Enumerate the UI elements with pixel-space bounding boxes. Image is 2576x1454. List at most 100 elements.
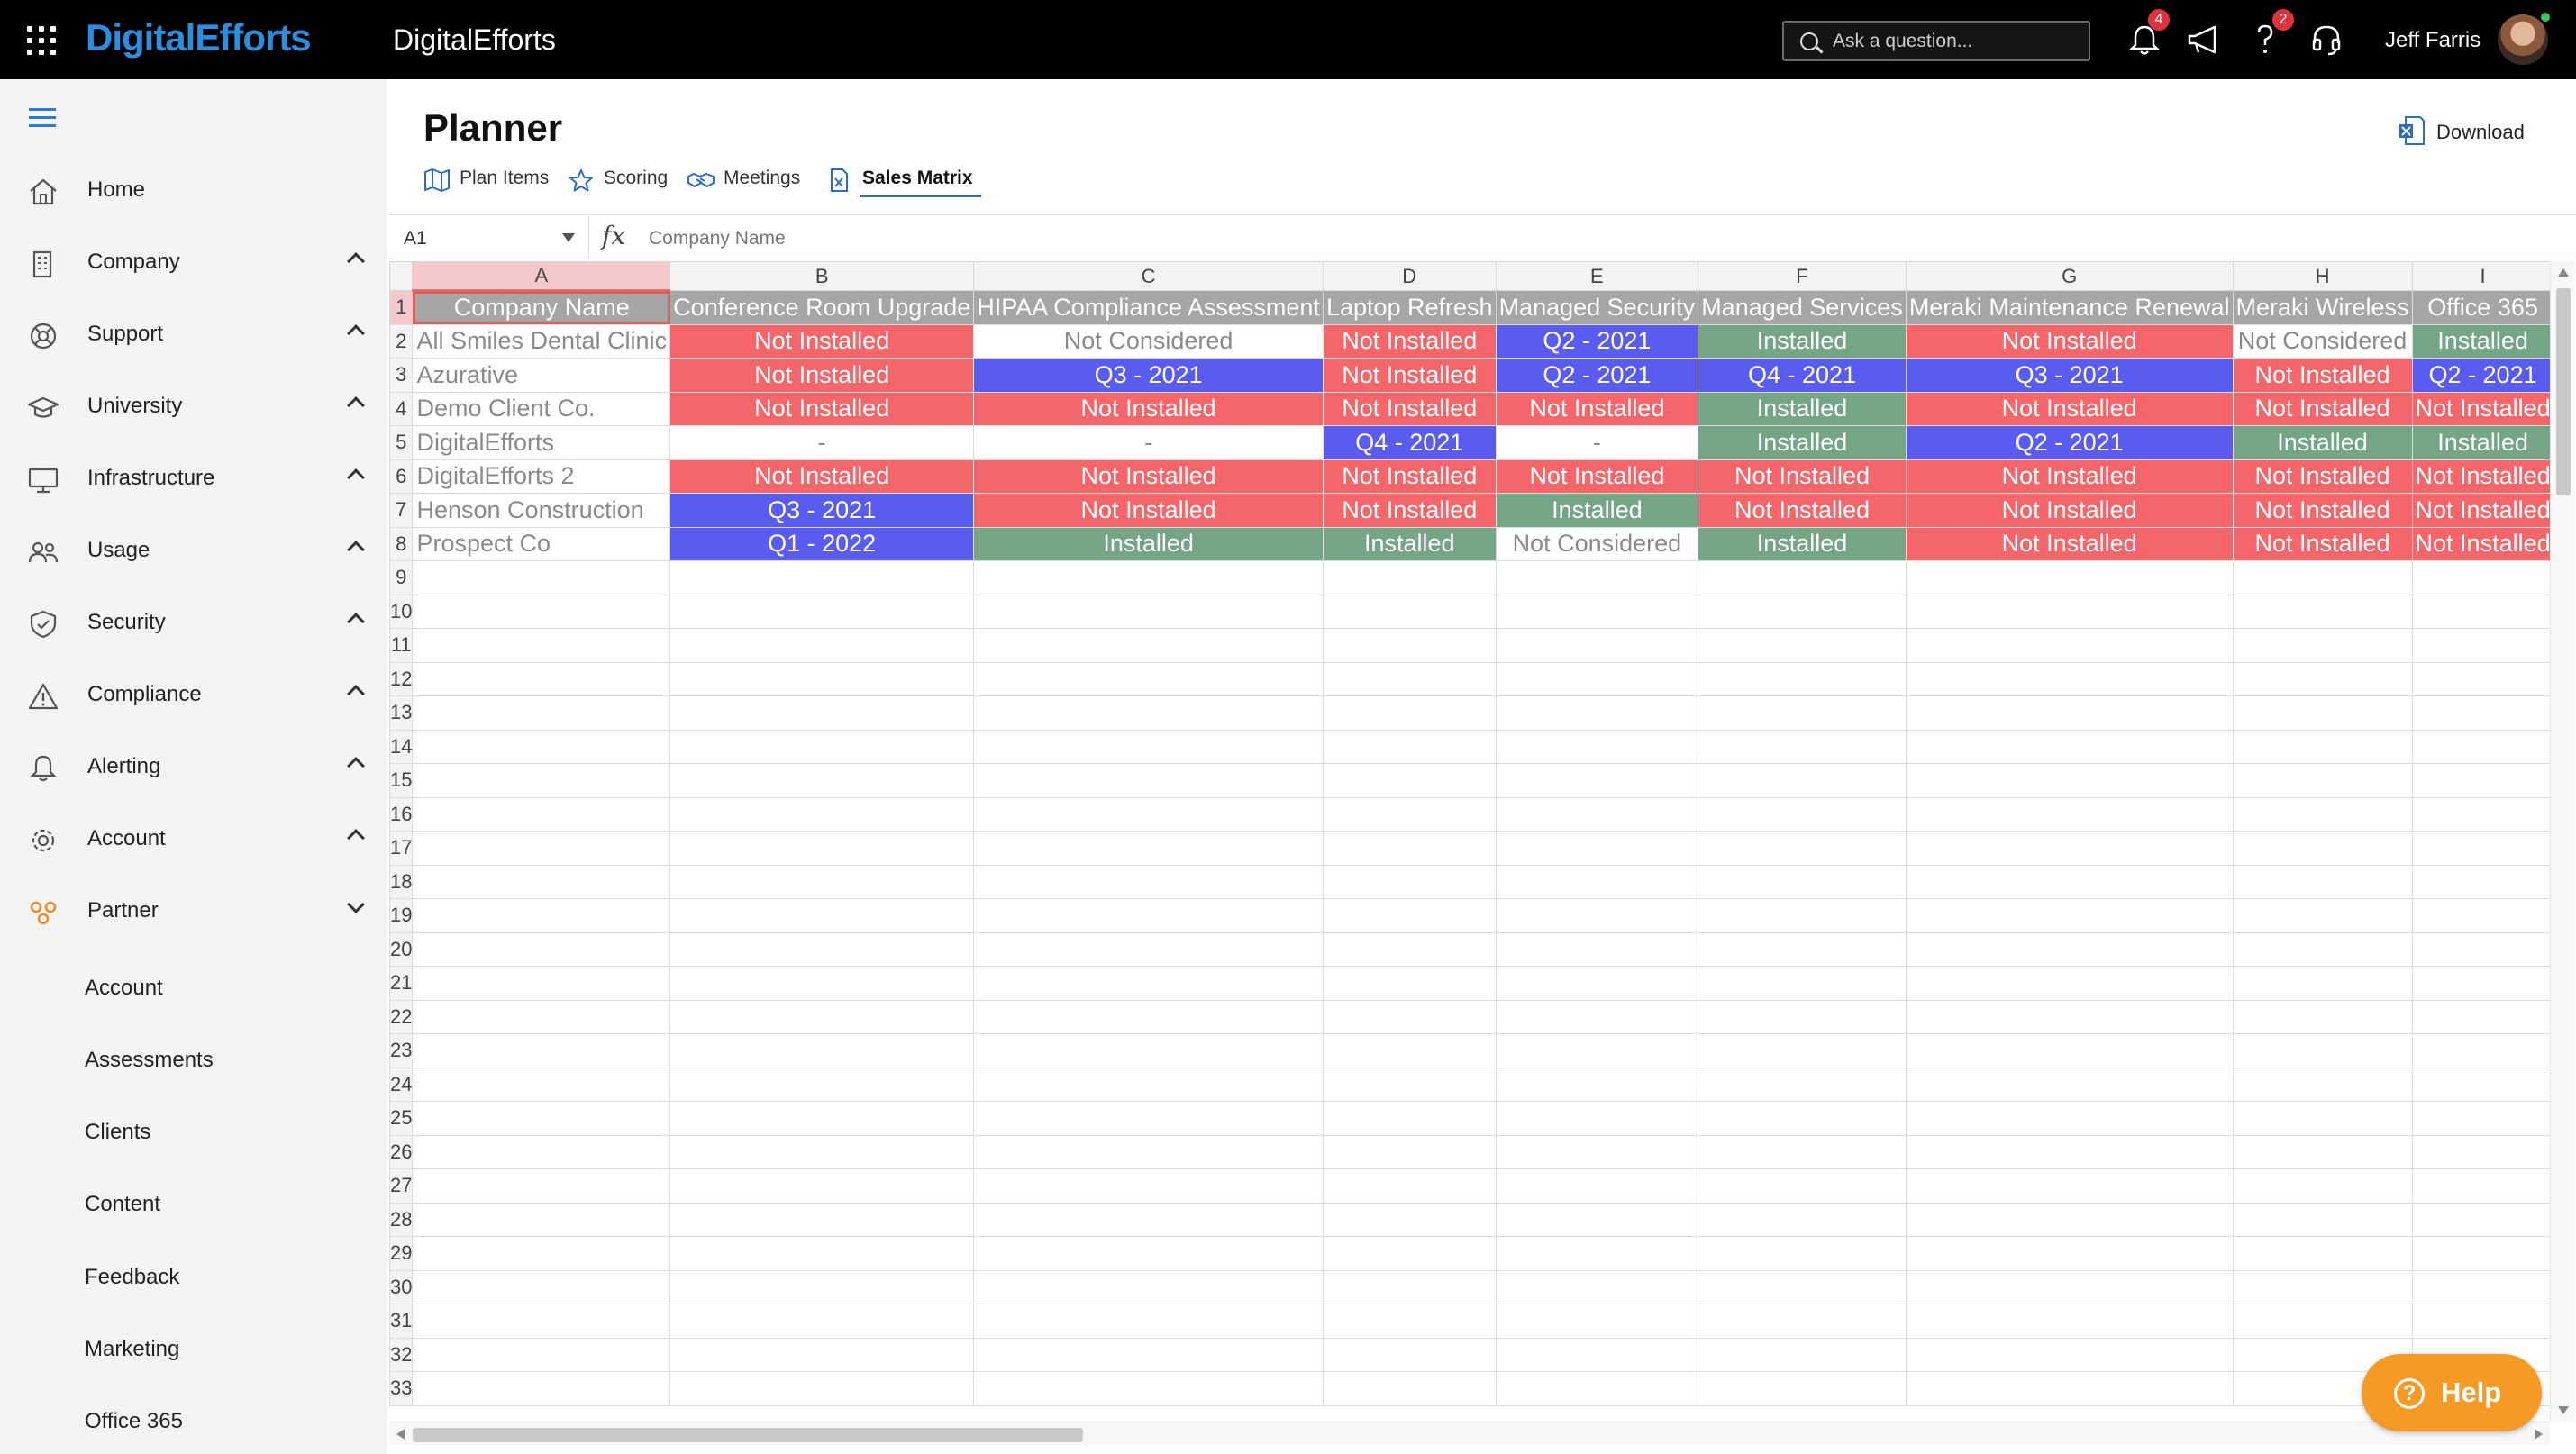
empty-cell[interactable] — [1322, 661, 1497, 696]
empty-cell[interactable] — [2411, 1101, 2550, 1136]
scroll-up-icon[interactable] — [2558, 268, 2569, 277]
empty-cell[interactable] — [2232, 831, 2413, 866]
empty-cell[interactable] — [669, 864, 975, 899]
announcements-button[interactable] — [2184, 20, 2224, 59]
status-cell[interactable]: Installed — [2232, 425, 2413, 460]
empty-cell[interactable] — [973, 931, 1324, 967]
status-cell[interactable]: Not Installed — [2232, 358, 2413, 393]
empty-cell[interactable] — [973, 1101, 1324, 1136]
empty-cell[interactable] — [2411, 1269, 2550, 1304]
status-cell[interactable]: Not Installed — [1905, 391, 2234, 426]
status-cell[interactable]: Not Installed — [669, 323, 975, 359]
empty-cell[interactable] — [1905, 966, 2234, 1001]
empty-cell[interactable] — [669, 898, 975, 933]
empty-cell[interactable] — [2232, 628, 2413, 663]
header-cell[interactable]: Company Name — [412, 290, 671, 325]
empty-cell[interactable] — [1495, 796, 1699, 832]
empty-cell[interactable] — [1698, 628, 1907, 663]
empty-cell[interactable] — [973, 763, 1324, 798]
empty-cell[interactable] — [1495, 729, 1699, 764]
empty-cell[interactable] — [1905, 898, 2234, 933]
company-cell[interactable]: Demo Client Co. — [412, 391, 671, 426]
status-cell[interactable]: Installed — [1698, 526, 1907, 561]
empty-cell[interactable] — [412, 661, 671, 696]
status-cell[interactable]: Installed — [973, 526, 1324, 561]
chevron-up-icon[interactable] — [347, 468, 365, 486]
empty-cell[interactable] — [412, 966, 671, 1001]
empty-cell[interactable] — [412, 1067, 671, 1102]
sidebar-subitem-marketing[interactable]: Marketing — [85, 1337, 180, 1361]
empty-cell[interactable] — [669, 1168, 975, 1204]
empty-cell[interactable] — [1905, 1269, 2234, 1304]
row-header[interactable]: 28 — [389, 1202, 414, 1237]
empty-cell[interactable] — [669, 831, 975, 866]
status-cell[interactable]: Not Installed — [1905, 526, 2234, 561]
avatar[interactable] — [2498, 14, 2548, 65]
empty-cell[interactable] — [2411, 931, 2550, 967]
empty-cell[interactable] — [412, 1168, 671, 1204]
status-cell[interactable]: Installed — [2411, 323, 2550, 359]
status-cell[interactable]: Not Installed — [1495, 459, 1699, 494]
empty-cell[interactable] — [1495, 560, 1699, 595]
empty-cell[interactable] — [1698, 1134, 1907, 1169]
empty-cell[interactable] — [1495, 695, 1699, 731]
empty-cell[interactable] — [2411, 1236, 2550, 1271]
chevron-up-icon[interactable] — [347, 324, 365, 342]
empty-cell[interactable] — [1495, 1202, 1699, 1237]
sidebar-item-support[interactable]: Support — [0, 300, 387, 372]
scroll-left-icon[interactable] — [396, 1429, 405, 1440]
status-cell[interactable]: Not Installed — [669, 459, 975, 494]
empty-cell[interactable] — [669, 729, 975, 764]
empty-cell[interactable] — [669, 661, 975, 696]
empty-cell[interactable] — [1322, 1236, 1497, 1271]
tab-plan-items[interactable]: Plan Items — [423, 165, 559, 201]
empty-cell[interactable] — [2232, 999, 2413, 1034]
status-cell[interactable]: Q3 - 2021 — [669, 493, 975, 528]
empty-cell[interactable] — [1495, 831, 1699, 866]
column-header[interactable]: G — [1905, 261, 2234, 291]
status-cell[interactable]: Not Considered — [2232, 323, 2413, 359]
status-cell[interactable]: Not Installed — [2411, 459, 2550, 494]
company-cell[interactable]: Azurative — [412, 358, 671, 393]
empty-cell[interactable] — [1905, 628, 2234, 663]
empty-cell[interactable] — [1698, 1202, 1907, 1237]
empty-cell[interactable] — [1905, 1134, 2234, 1169]
support-button[interactable] — [2307, 20, 2346, 59]
row-header[interactable]: 31 — [389, 1304, 414, 1339]
empty-cell[interactable] — [1322, 1033, 1497, 1068]
help-button[interactable]: ? Help — [2362, 1354, 2542, 1431]
empty-cell[interactable] — [973, 1304, 1324, 1339]
empty-cell[interactable] — [1905, 931, 2234, 967]
status-cell[interactable]: Not Installed — [973, 493, 1324, 528]
brand-logo[interactable]: DigitalEfforts — [86, 16, 312, 59]
row-header[interactable]: 13 — [389, 695, 414, 731]
status-cell[interactable]: Not Installed — [1322, 358, 1497, 393]
row-header[interactable]: 30 — [389, 1269, 414, 1304]
empty-cell[interactable] — [973, 1202, 1324, 1237]
row-header[interactable]: 10 — [389, 594, 414, 629]
sidebar-subitem-account[interactable]: Account — [85, 976, 163, 1000]
empty-cell[interactable] — [2232, 1202, 2413, 1237]
status-cell[interactable]: Not Installed — [2411, 493, 2550, 528]
empty-cell[interactable] — [2232, 661, 2413, 696]
status-cell[interactable]: Q2 - 2021 — [1495, 358, 1699, 393]
notifications-button[interactable]: 4 — [2125, 9, 2170, 59]
empty-cell[interactable] — [1322, 796, 1497, 832]
empty-cell[interactable] — [1905, 560, 2234, 595]
chevron-up-icon[interactable] — [347, 613, 365, 631]
empty-cell[interactable] — [1698, 1269, 1907, 1304]
sidebar-subitem-clients[interactable]: Clients — [85, 1120, 151, 1144]
hamburger-menu-icon[interactable] — [29, 108, 56, 128]
empty-cell[interactable] — [1322, 763, 1497, 798]
empty-cell[interactable] — [412, 594, 671, 629]
empty-cell[interactable] — [973, 628, 1324, 663]
status-cell[interactable]: Not Installed — [1698, 493, 1907, 528]
empty-cell[interactable] — [2411, 695, 2550, 731]
status-cell[interactable]: Q4 - 2021 — [1698, 358, 1907, 393]
row-header[interactable]: 2 — [389, 323, 414, 359]
empty-cell[interactable] — [1698, 1304, 1907, 1339]
empty-cell[interactable] — [2232, 594, 2413, 629]
empty-cell[interactable] — [412, 695, 671, 731]
row-header[interactable]: 32 — [389, 1337, 414, 1372]
empty-cell[interactable] — [2232, 1067, 2413, 1102]
